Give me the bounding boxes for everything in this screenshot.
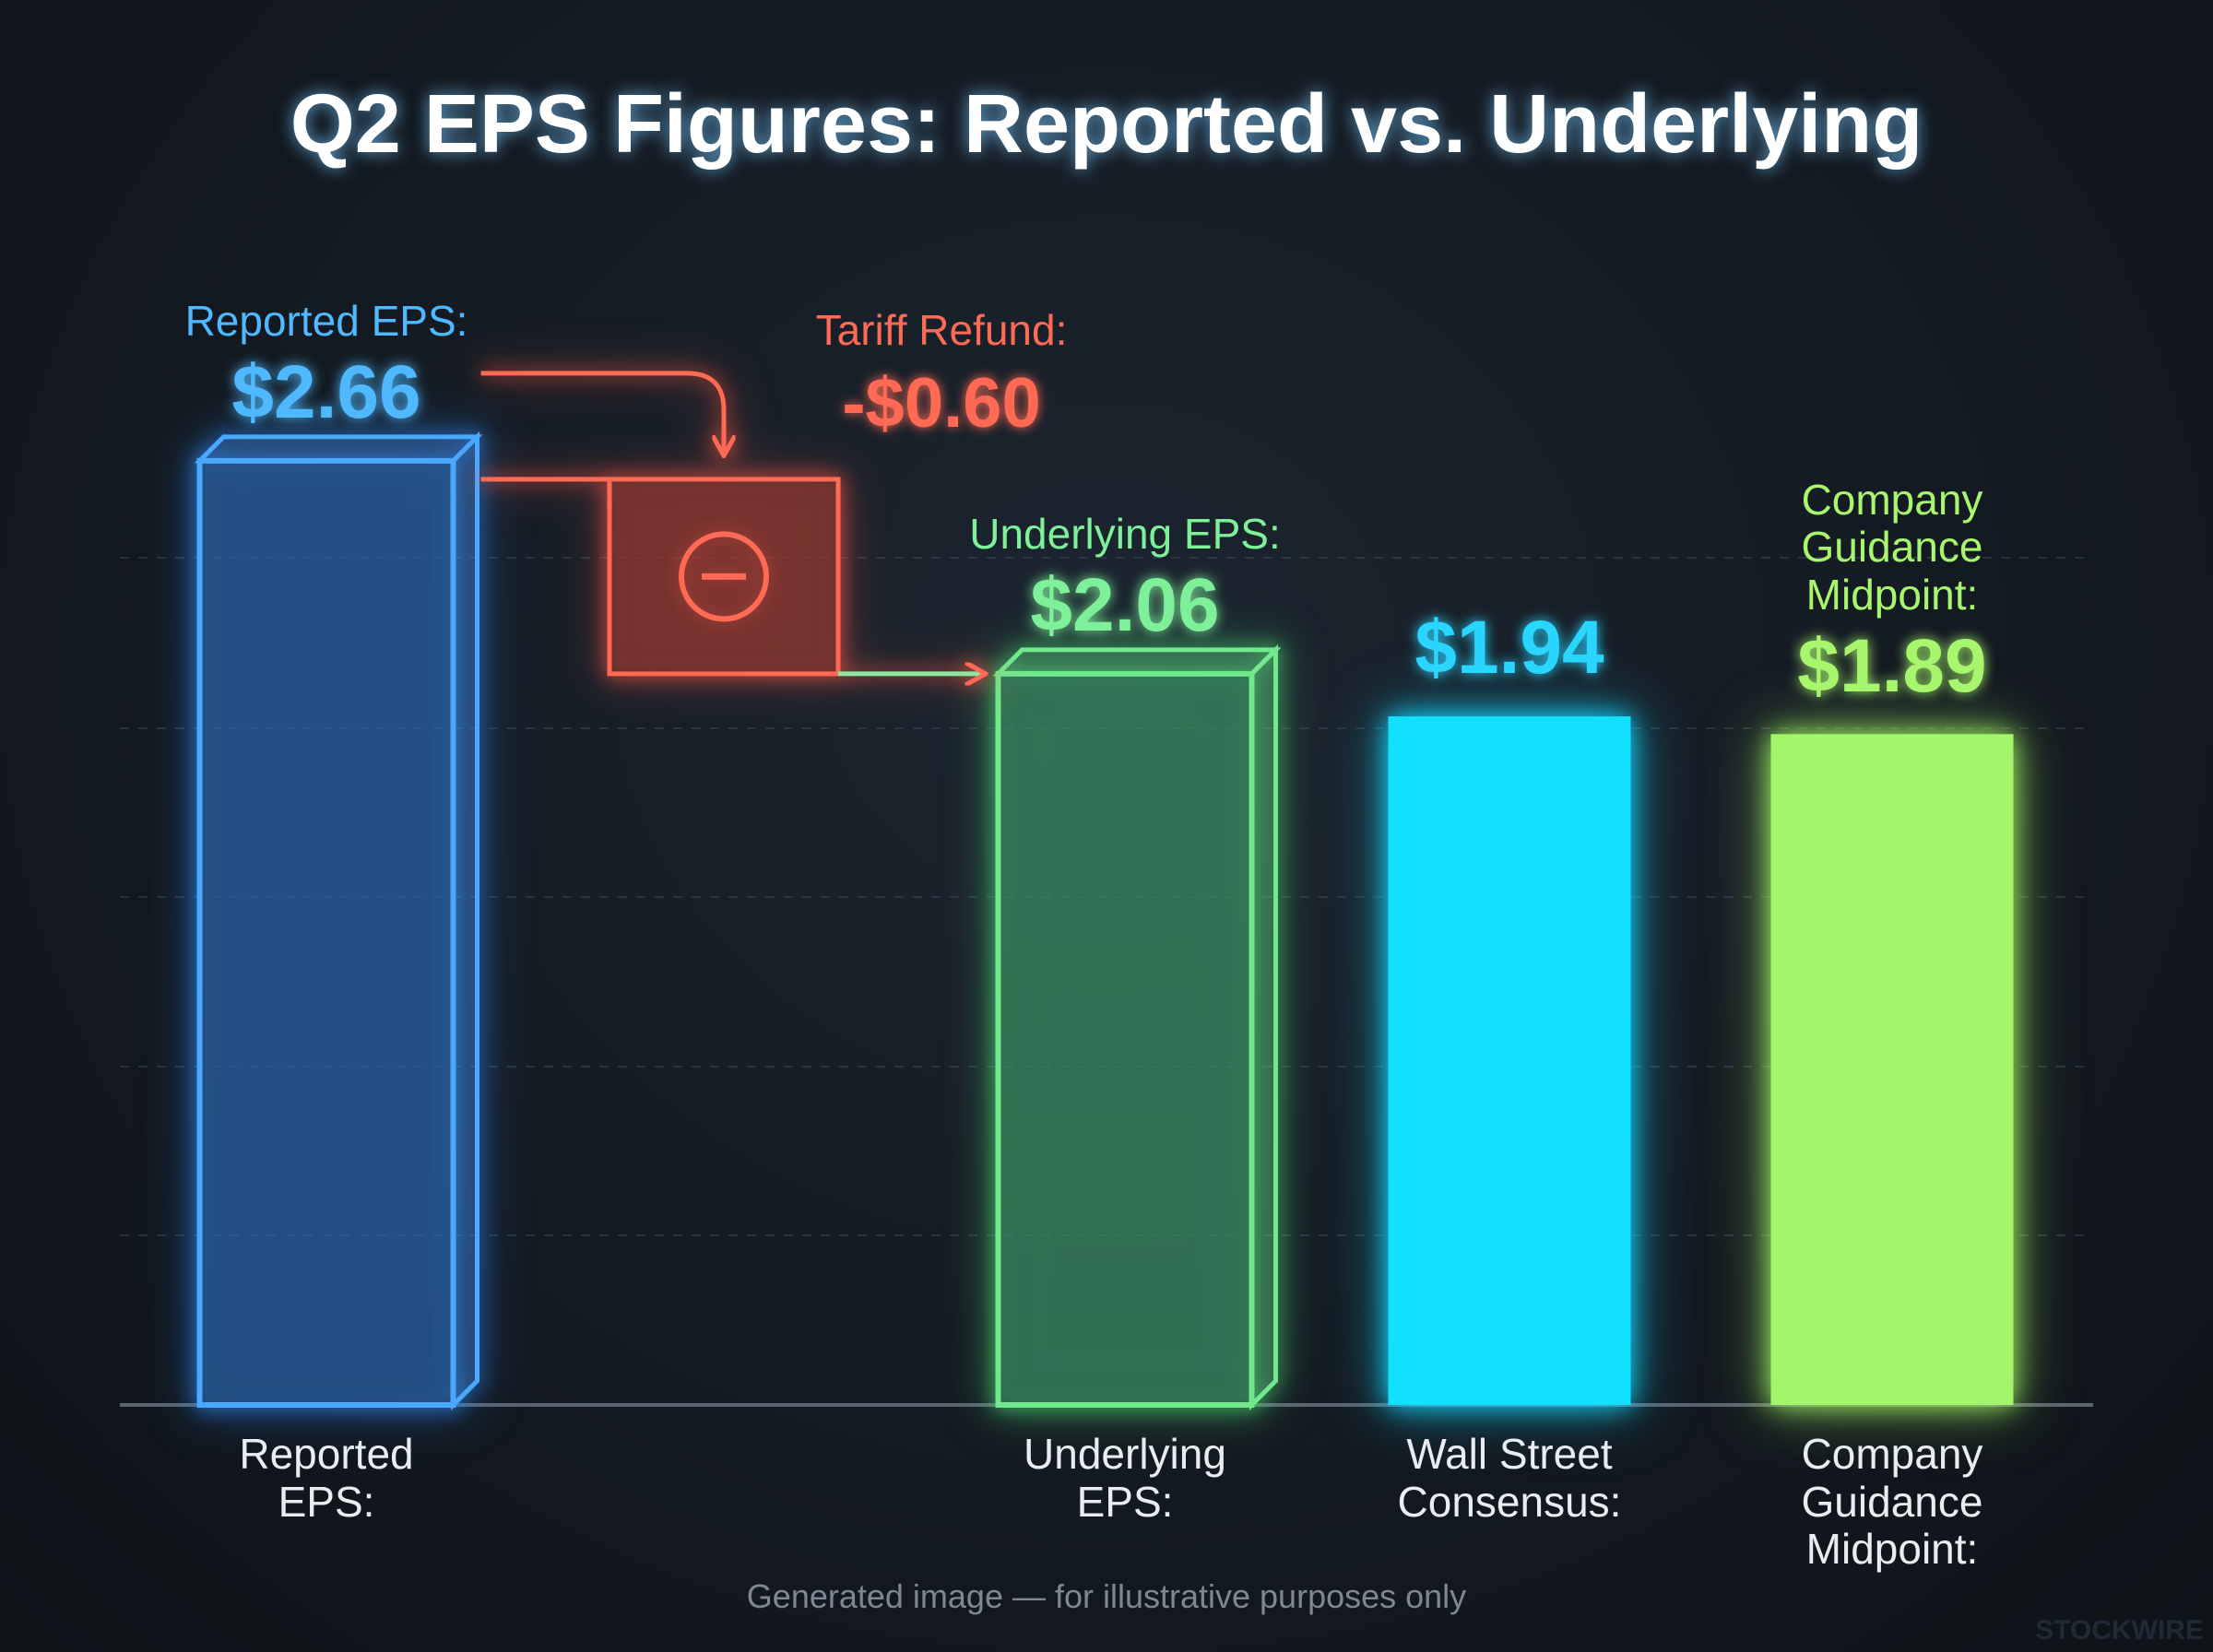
x-tick-label: Wall Street Consensus: — [1397, 1430, 1622, 1526]
annotation-group — [480, 371, 984, 674]
x-tick-label: Underlying EPS: — [1024, 1430, 1226, 1526]
header-label: Company Guidance Midpoint: — [1801, 475, 1983, 619]
bar-group — [1388, 716, 1631, 1405]
annotation-label: Tariff Refund: — [815, 306, 1068, 355]
value-label: $1.94 — [1414, 606, 1604, 690]
chart-title: Q2 EPS Figures: Reported vs. Underlying — [290, 78, 1923, 171]
bar-group — [1770, 734, 2014, 1405]
watermark: STOCKWIRE — [2035, 1615, 2204, 1646]
minus-icon — [679, 531, 769, 622]
bar-side-face — [1249, 643, 1278, 1411]
header-label: Reported EPS: — [184, 297, 468, 346]
value-label: $2.66 — [231, 350, 421, 435]
bar-top-face — [194, 434, 483, 464]
arrow — [480, 371, 725, 454]
background-grid — [120, 557, 2093, 1236]
header-label: Underlying EPS: — [969, 510, 1281, 559]
bar — [196, 457, 456, 1408]
bar-group — [992, 643, 1282, 1411]
bar — [1770, 734, 2014, 1405]
bar-top-face — [992, 647, 1282, 677]
annotation-value-label: -$0.60 — [842, 363, 1041, 442]
x-tick-label: Company Guidance Midpoint: — [1801, 1430, 1983, 1574]
footer-note: Generated image — for illustrative purpo… — [746, 1577, 1467, 1615]
bar-side-face — [451, 431, 479, 1411]
bar — [1388, 716, 1631, 1405]
x-tick-label: Reported EPS: — [239, 1430, 414, 1526]
bar-group — [194, 431, 483, 1411]
value-label: $2.06 — [1030, 563, 1220, 648]
bar — [995, 670, 1255, 1408]
value-label: $1.89 — [1797, 623, 1987, 708]
